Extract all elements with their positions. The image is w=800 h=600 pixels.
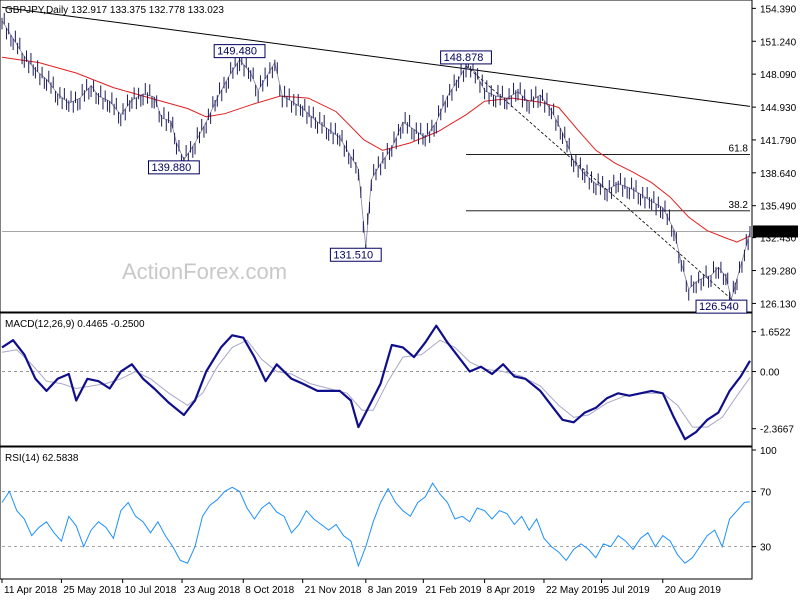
x-tick-label: 10 Jul 2018 xyxy=(125,585,177,596)
x-tick-label: 8 Jan 2019 xyxy=(368,585,418,596)
x-tick-label: 23 Aug 2018 xyxy=(184,585,241,596)
moving-average-line xyxy=(1,56,751,243)
annotation-label: 131.510 xyxy=(333,249,373,261)
x-axis: 11 Apr 2018 25 May 2018 10 Jul 2018 23 Aug … xyxy=(1,579,722,596)
last-price-tag xyxy=(753,225,798,238)
y-tick-label: 141.790 xyxy=(760,136,797,147)
macd-header: MACD(12,26,9) 0.4465 -0.2500 xyxy=(5,319,145,330)
annotation-label: 126.540 xyxy=(699,301,739,313)
y-tick-label: 30 xyxy=(760,543,772,554)
fib-level-label: 61.8 xyxy=(729,143,749,154)
macd-line xyxy=(1,324,751,441)
fib-level-label: 38.2 xyxy=(729,200,749,211)
y-tick-label: 129.280 xyxy=(760,267,797,278)
x-tick-label: 21 Nov 2018 xyxy=(305,585,362,596)
price-bars xyxy=(1,12,751,311)
price-plot: 154.390 151.240 148.090 144.930 141.790 138.6… xyxy=(1,4,798,314)
fib-diagonal xyxy=(465,65,732,300)
y-tick-label: -2.3667 xyxy=(760,425,794,436)
macd-plot: 1.6522 0.00 -2.3667 xyxy=(1,324,794,441)
annotation-label: 149.480 xyxy=(217,46,257,58)
macd-panel xyxy=(0,312,753,447)
x-tick-label: 8 Oct 2018 xyxy=(245,585,294,596)
price-line xyxy=(1,20,751,301)
annotation-box xyxy=(440,50,492,65)
rsi-header: RSI(14) 62.5838 xyxy=(5,453,79,464)
annotation-box xyxy=(695,299,748,314)
x-tick-label: 5 Jul 2019 xyxy=(604,585,651,596)
y-tick-label: 126.130 xyxy=(760,299,797,310)
x-tick-label: 11 Apr 2018 xyxy=(4,585,58,596)
y-tick-label: 138.640 xyxy=(760,169,797,180)
watermark: ActionForex.com xyxy=(122,259,287,284)
y-tick-label: 1.6522 xyxy=(760,328,791,339)
y-tick-label: 151.240 xyxy=(760,37,797,48)
y-tick-label: 132.430 xyxy=(760,234,797,245)
y-tick-label: 0.00 xyxy=(760,368,780,379)
annotation-box xyxy=(147,160,200,175)
x-tick-label: 20 Aug 2019 xyxy=(665,585,722,596)
x-tick-label: 8 Apr 2019 xyxy=(487,585,536,596)
y-tick-label: 100 xyxy=(760,446,777,457)
y-tick-label: 70 xyxy=(760,487,772,498)
x-tick-label: 21 Feb 2019 xyxy=(425,585,482,596)
y-tick-label: 154.390 xyxy=(760,4,797,15)
y-tick-label: 144.930 xyxy=(760,103,797,114)
annotation-label: 139.880 xyxy=(151,162,191,174)
rsi-plot: 100 70 30 xyxy=(1,446,777,568)
rsi-line xyxy=(1,482,751,568)
y-tick-label: 135.490 xyxy=(760,202,797,213)
y-tick-label: 148.090 xyxy=(760,70,797,81)
main-header: GBPJPY,Daily 132.917 133.375 132.778 133… xyxy=(5,5,224,16)
x-tick-label: 22 May 2019 xyxy=(546,585,604,596)
last-price-label: 133.023 xyxy=(760,227,797,238)
annotation-label: 148.878 xyxy=(444,52,484,64)
main-panel xyxy=(0,0,753,313)
macd-signal-line xyxy=(1,339,751,428)
x-tick-label: 25 May 2018 xyxy=(63,585,121,596)
annotation-box xyxy=(213,44,266,59)
annotation-box xyxy=(329,247,382,262)
rsi-panel xyxy=(0,446,753,580)
trendline xyxy=(1,6,751,107)
